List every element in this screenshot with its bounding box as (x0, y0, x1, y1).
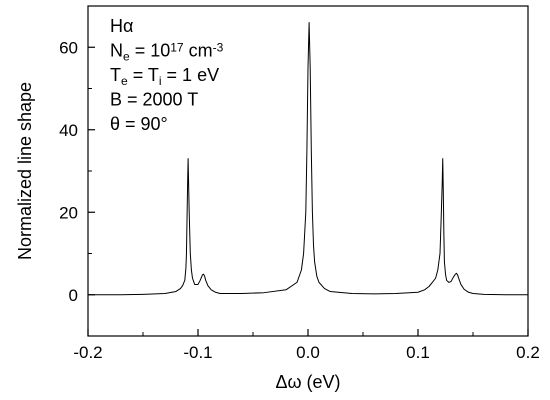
x-tick-label: -0.2 (73, 343, 102, 362)
annotation-temperature: Te = Ti = 1 eV (110, 65, 219, 88)
annotation-angle: θ = 90° (110, 114, 168, 134)
y-tick-label: 60 (59, 38, 78, 57)
y-tick-label: 40 (59, 121, 78, 140)
x-tick-label: -0.1 (183, 343, 212, 362)
y-axis-label: Normalized line shape (15, 82, 35, 260)
series-layer (88, 22, 528, 296)
annotation-field: B = 2000 T (110, 90, 198, 110)
x-axis-ticks: -0.2 -0.1 0.0 0.1 0.2 (73, 329, 540, 362)
x-tick-label: 0.0 (296, 343, 320, 362)
x-tick-label: 0.2 (516, 343, 540, 362)
y-axis-ticks: 0 20 40 60 (59, 5, 95, 337)
plasma-parameters-annotation: Hα Ne = 1017 cm-3Te = Ti = 1 eVB = 2000 T… (110, 16, 224, 134)
y-tick-label: 20 (59, 203, 78, 222)
x-tick-label: 0.1 (406, 343, 430, 362)
annotation-density: Ne = 1017 cm-3 (110, 40, 224, 63)
y-tick-label: 0 (69, 286, 78, 305)
x-axis-label: Δω (eV) (275, 372, 340, 392)
series-line (88, 22, 528, 296)
annotation-line: Hα (110, 16, 133, 36)
